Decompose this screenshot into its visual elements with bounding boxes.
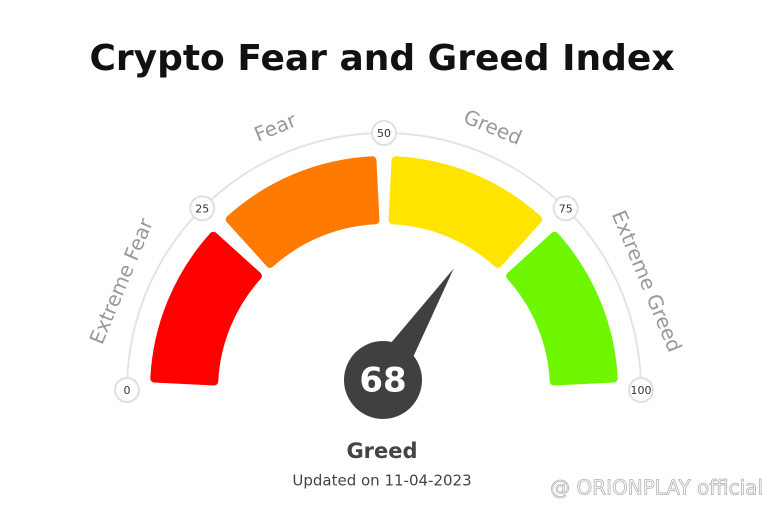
chart-title: Crypto Fear and Greed Index	[89, 38, 674, 79]
tick-label: 75	[559, 202, 573, 215]
updated-date: Updated on 11-04-2023	[292, 472, 471, 490]
tick-marker	[189, 195, 216, 222]
value-label: 68	[359, 361, 406, 401]
segment-label: Extreme Greed	[607, 207, 687, 356]
gauge-segment	[150, 231, 262, 386]
segment-label: Fear	[251, 108, 301, 147]
tick-marker	[114, 377, 140, 403]
tick-marker	[552, 195, 579, 222]
segment-label: Extreme Fear	[84, 214, 158, 347]
tick-label: 0	[124, 384, 131, 397]
gauge-segment	[506, 231, 618, 386]
tick-label: 100	[631, 384, 652, 397]
tick-label: 50	[377, 127, 391, 140]
tick-label: 25	[195, 202, 209, 215]
watermark: @ ORIONPLAY official	[550, 476, 763, 500]
tick-marker	[371, 120, 397, 146]
classification: Greed	[346, 439, 417, 463]
gauge-segment	[225, 156, 380, 268]
gauge-segment	[388, 156, 543, 268]
tick-marker	[628, 377, 654, 403]
segment-label: Greed	[460, 104, 525, 149]
needle-hub	[344, 341, 422, 419]
